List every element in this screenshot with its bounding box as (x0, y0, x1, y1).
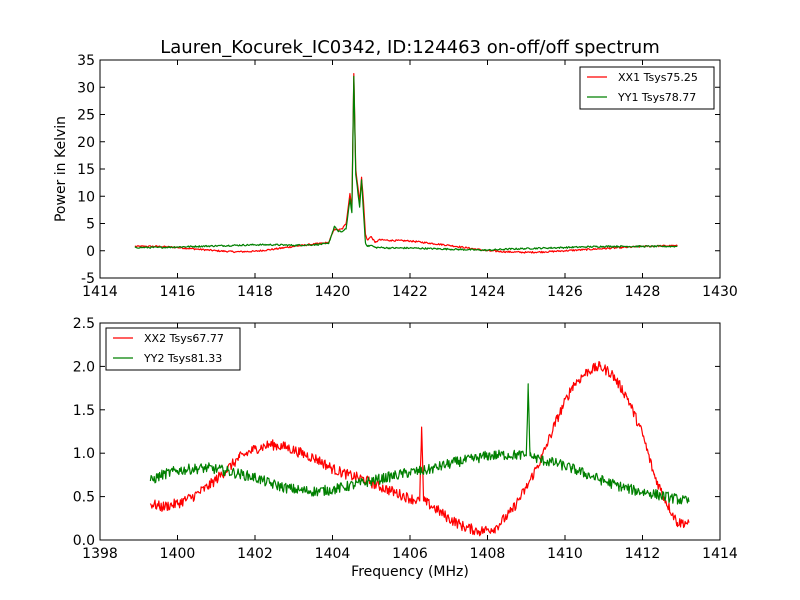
y-tick-label: 30 (77, 80, 95, 96)
legend-entry-label: YY2 Tsys81.33 (143, 352, 222, 365)
y-tick-label: 15 (77, 162, 95, 178)
series-line-green (134, 75, 678, 252)
y-tick-label: -5 (81, 271, 95, 287)
x-axis-label: Frequency (MHz) (351, 564, 469, 580)
y-tick-label: 0.5 (73, 490, 95, 506)
y-tick-label: 35 (77, 53, 95, 69)
x-tick-label: 1410 (547, 546, 583, 562)
x-tick-label: 1414 (702, 546, 738, 562)
y-tick-label: 2.0 (73, 359, 95, 375)
x-tick-label: 1424 (470, 284, 506, 300)
x-tick-label: 1420 (315, 284, 351, 300)
y-tick-label: 10 (77, 189, 95, 205)
y-tick-label: 0.0 (73, 533, 95, 549)
x-tick-label: 1412 (625, 546, 661, 562)
legend-entry-label: YY1 Tsys78.77 (617, 91, 696, 104)
series-line-green (149, 383, 690, 505)
x-tick-label: 1400 (160, 546, 196, 562)
x-tick-label: 1430 (702, 284, 738, 300)
bottom-axes: 1398 1400 1402 1404 1406 1408 1410 1412 1414 0.0 0… (73, 316, 738, 580)
series-line-red (134, 73, 678, 254)
series-line-red (149, 360, 690, 537)
x-tick-label: 1422 (392, 284, 428, 300)
x-tick-label: 1402 (237, 546, 273, 562)
x-tick-label: 1416 (160, 284, 196, 300)
x-tick-label: 1414 (82, 284, 118, 300)
x-tick-label: 1426 (547, 284, 583, 300)
x-tick-label: 1406 (392, 546, 428, 562)
top-axes: 1414 1416 1418 1420 1422 1424 1426 1428 1430 -5 0 5… (53, 53, 738, 300)
y-tick-label: 25 (77, 108, 95, 124)
y-tick-label: 1.0 (73, 446, 95, 462)
x-tick-label: 1398 (82, 546, 118, 562)
x-tick-label: 1418 (237, 284, 273, 300)
x-tick-label: 1404 (315, 546, 351, 562)
y-tick-label: 0 (86, 244, 95, 260)
y-tick-label: 20 (77, 135, 95, 151)
x-tick-label: 1408 (470, 546, 506, 562)
y-axis-label: Power in Kelvin (53, 116, 69, 222)
x-tick-label: 1428 (625, 284, 661, 300)
y-tick-label: 1.5 (73, 403, 95, 419)
legend-entry-label: XX1 Tsys75.25 (618, 71, 698, 84)
legend-entry-label: XX2 Tsys67.77 (144, 332, 224, 345)
y-tick-label: 5 (86, 217, 95, 233)
legend-box (105, 327, 241, 371)
figure-title: Lauren_Kocurek_IC0342, ID:124463 on-off/… (160, 37, 660, 58)
y-tick-label: 2.5 (73, 316, 95, 332)
legend-box (579, 66, 715, 110)
